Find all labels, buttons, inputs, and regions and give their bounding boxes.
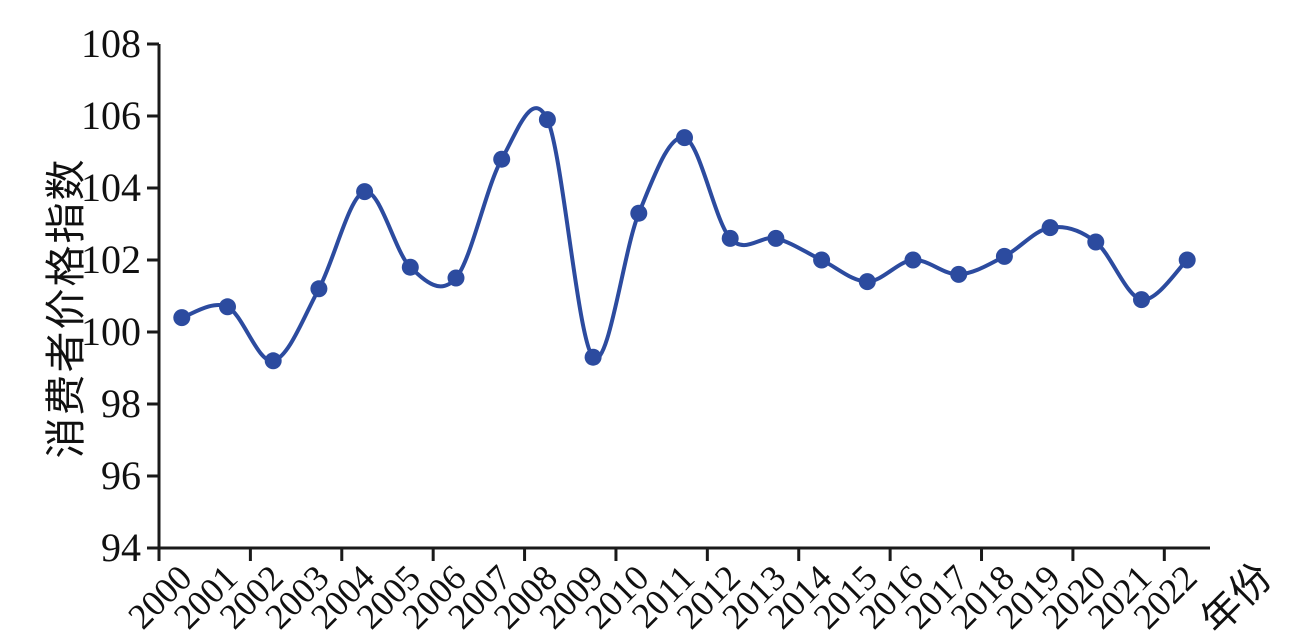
y-axis-title: 消费者价格指数: [43, 157, 89, 459]
data-point-2016: [904, 251, 922, 269]
y-tick-label: 104: [81, 165, 141, 210]
y-tick-label: 94: [101, 525, 141, 570]
y-tick-label: 106: [81, 93, 141, 138]
data-point-2000: [173, 309, 191, 327]
data-point-2009: [584, 348, 602, 366]
data-point-2013: [767, 229, 785, 247]
data-point-2003: [310, 280, 328, 298]
data-point-2014: [813, 251, 831, 269]
y-tick-label: 98: [101, 381, 141, 426]
y-tick-label: 102: [81, 237, 141, 282]
data-point-2005: [401, 258, 419, 276]
data-point-2018: [995, 247, 1013, 265]
y-tick-label: 96: [101, 453, 141, 498]
data-point-2021: [1133, 291, 1150, 309]
data-point-2015: [858, 273, 876, 291]
data-point-2008: [538, 111, 556, 129]
data-point-2001: [219, 298, 236, 316]
data-point-2010: [630, 204, 648, 222]
data-point-2011: [676, 129, 693, 147]
data-point-2012: [721, 229, 739, 247]
data-point-2019: [1041, 219, 1059, 237]
data-point-2007: [493, 150, 511, 168]
y-tick-label: 108: [81, 21, 141, 66]
data-point-2017: [950, 265, 968, 283]
data-point-2002: [264, 352, 282, 370]
y-tick-label: 100: [81, 309, 141, 354]
data-point-2004: [356, 183, 374, 201]
data-point-2022: [1178, 251, 1196, 269]
data-point-2020: [1087, 233, 1105, 251]
data-point-2006: [447, 269, 465, 287]
